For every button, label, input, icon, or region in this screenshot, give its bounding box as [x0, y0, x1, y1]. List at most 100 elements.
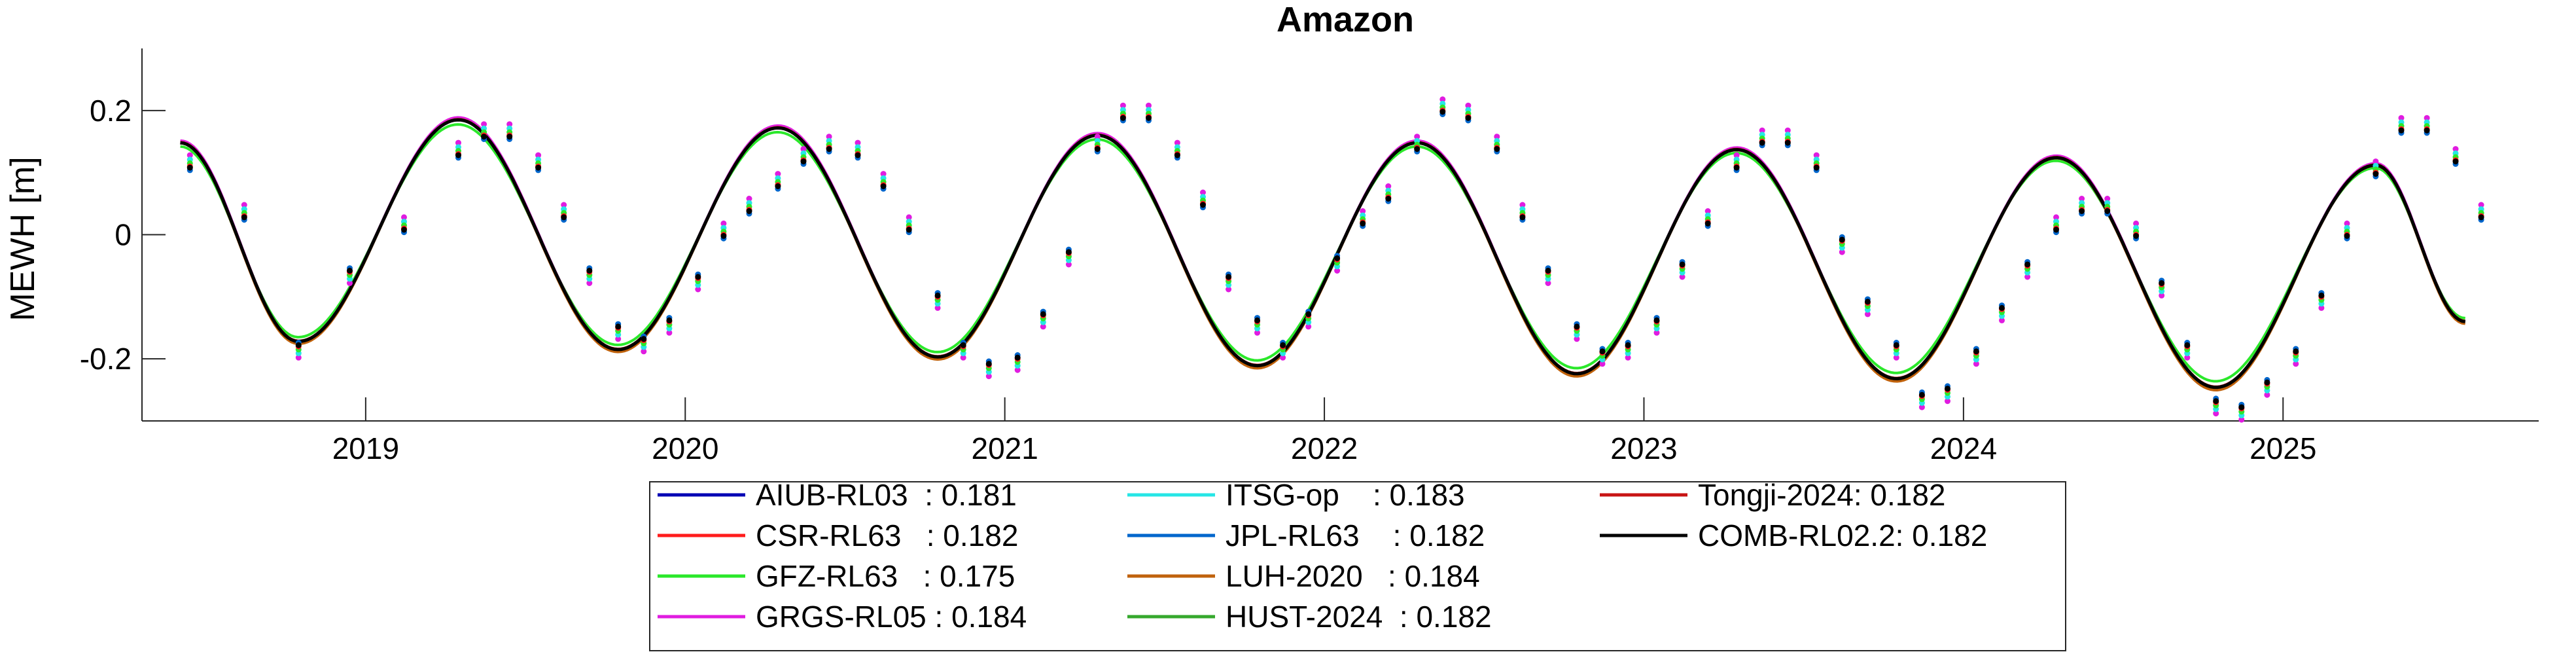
monthly-point: [1839, 249, 1845, 255]
monthly-point: [666, 329, 673, 336]
monthly-point: [855, 139, 861, 146]
monthly-point: [720, 220, 727, 226]
monthly-point: [1784, 139, 1791, 146]
monthly-point: [2478, 214, 2484, 221]
monthly-point: [1414, 146, 1420, 153]
monthly-point: [1704, 208, 1711, 214]
monthly-point: [1334, 268, 1341, 274]
monthly-point: [1574, 336, 1580, 342]
monthly-point: [775, 183, 781, 189]
monthly-point: [2318, 304, 2325, 311]
monthly-point: [561, 214, 567, 221]
monthly-point: [295, 354, 302, 361]
x-tick-label: 2022: [1291, 431, 1358, 465]
monthly-point: [1784, 127, 1791, 134]
monthly-point: [1174, 139, 1180, 146]
monthly-point: [535, 152, 542, 158]
monthly-point: [985, 361, 992, 367]
monthly-point: [2452, 158, 2459, 165]
monthly-point: [746, 208, 752, 214]
monthly-point: [2373, 171, 2379, 177]
monthly-point: [1519, 202, 1526, 208]
monthly-point: [1545, 280, 1551, 286]
monthly-point: [2398, 115, 2405, 121]
monthly-point: [1545, 268, 1551, 274]
monthly-point: [2478, 202, 2484, 208]
monthly-point: [1280, 354, 1286, 361]
monthly-point: [2318, 292, 2325, 299]
monthly-point: [1439, 109, 1446, 115]
monthly-point: [1599, 361, 1606, 367]
monthly-point: [241, 202, 247, 208]
legend-entry: Tongji-2024: 0.182: [1698, 478, 1946, 512]
series-line-csr-rl63: [180, 118, 2466, 388]
monthly-point: [1679, 261, 1685, 268]
monthly-point: [695, 286, 701, 293]
monthly-point: [1999, 317, 2005, 323]
legend-box: [649, 481, 2066, 651]
series-line-tongji-2024: [180, 118, 2466, 389]
monthly-point: [2344, 220, 2350, 226]
monthly-point: [746, 196, 752, 202]
monthly-point: [934, 292, 941, 299]
monthly-point: [934, 304, 941, 311]
y-axis-ticks: -0.2 0 0.2: [80, 94, 166, 376]
monthly-point: [960, 354, 966, 361]
monthly-point: [455, 152, 461, 158]
monthly-point: [586, 268, 593, 274]
monthly-point: [1226, 274, 1232, 280]
monthly-point: [2213, 398, 2219, 405]
monthly-point: [720, 232, 727, 239]
monthly-point: [800, 158, 807, 165]
monthly-point: [1494, 146, 1500, 153]
monthly-point: [1385, 183, 1392, 189]
monthly-point: [1704, 220, 1711, 226]
monthly-point: [1305, 311, 1312, 317]
monthly-point: [481, 134, 487, 140]
x-tick-label: 2020: [652, 431, 718, 465]
monthly-point: [906, 226, 912, 233]
monthly-point: [2424, 115, 2430, 121]
monthly-point: [800, 146, 807, 153]
monthly-point: [1625, 354, 1631, 361]
monthly-point: [1918, 404, 1925, 410]
monthly-point: [1813, 152, 1820, 158]
monthly-point: [1014, 354, 1021, 361]
legend: AIUB-RL03 : 0.181 CSR-RL63 : 0.182 GFZ-RL6…: [649, 478, 2066, 651]
monthly-point: [2344, 232, 2350, 239]
series-line-comb-rl02-2: [180, 118, 2466, 389]
monthly-point: [401, 214, 407, 221]
legend-entry: LUH-2020 : 0.184: [1226, 559, 1480, 593]
legend-entry: ITSG-op : 0.183: [1226, 478, 1465, 512]
monthly-point: [666, 317, 673, 323]
monthly-point: [561, 202, 567, 208]
monthly-point: [826, 134, 832, 140]
monthly-point: [1465, 102, 1472, 109]
monthly-point: [2238, 416, 2245, 423]
monthly-point: [985, 373, 992, 380]
monthly-point: [960, 342, 966, 348]
monthly-point: [1893, 354, 1899, 361]
monthly-point: [347, 280, 353, 286]
monthly-point: [2264, 379, 2270, 386]
monthly-point: [186, 152, 193, 158]
monthly-point: [1254, 329, 1260, 336]
monthly-point: [1334, 255, 1341, 261]
series-line-gfz-rl63: [180, 123, 2465, 383]
series-line-jpl-rl63: [180, 118, 2466, 389]
monthly-point: [535, 164, 542, 171]
monthly-point: [641, 336, 647, 342]
y-axis-label: MEWH [m]: [4, 156, 42, 321]
legend-entry: CSR-RL63 : 0.182: [756, 518, 1018, 552]
monthly-point: [506, 121, 513, 128]
monthly-point: [695, 274, 701, 280]
monthly-point: [186, 164, 193, 171]
series-line-aiub-rl03: [180, 118, 2466, 389]
monthly-point: [880, 171, 887, 177]
monthly-point: [1973, 348, 1979, 355]
monthly-point: [1813, 164, 1820, 171]
monthly-point: [1945, 398, 1950, 405]
monthly-point: [1465, 115, 1472, 121]
legend-entry: GFZ-RL63 : 0.175: [756, 559, 1015, 593]
x-tick-label: 2024: [1930, 431, 1997, 465]
